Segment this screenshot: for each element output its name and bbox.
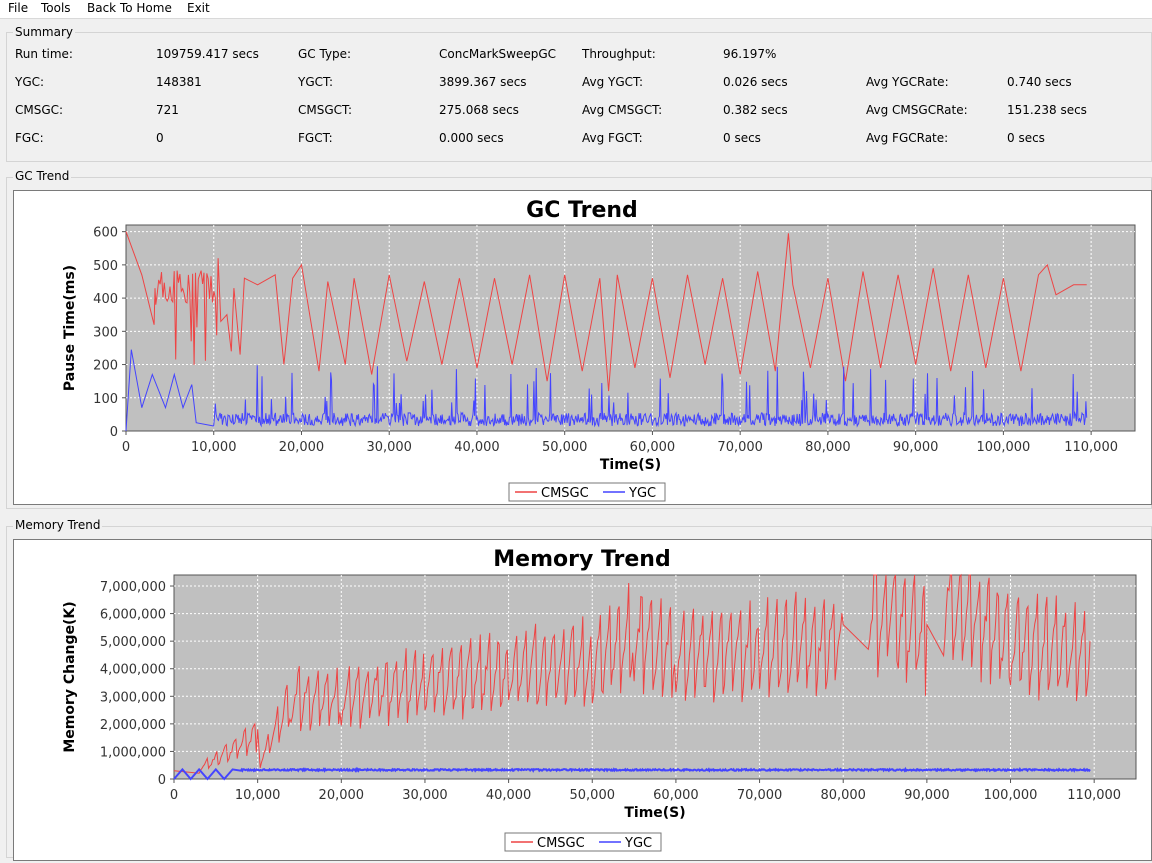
x-tick-label: 80,000 — [805, 440, 851, 455]
x-tick-label: 70,000 — [717, 440, 763, 455]
summary-value: 0.382 secs — [723, 103, 788, 117]
x-tick-label: 100,000 — [984, 788, 1038, 803]
y-tick-label: 200 — [93, 359, 118, 374]
y-axis-label: Pause Time(ms) — [62, 265, 78, 391]
summary-value: 109759.417 secs — [156, 47, 259, 61]
menu-exit[interactable]: Exit — [187, 1, 210, 15]
x-tick-label: 110,000 — [1064, 440, 1118, 455]
summary-value: 721 — [156, 103, 179, 117]
gc-trend-chart-panel: GC Trend 0 10,000 20,000 30,000 40,000 50,000 6… — [13, 190, 1152, 505]
x-tick-label: 100,000 — [977, 440, 1031, 455]
y-tick-label: 300 — [93, 325, 118, 340]
summary-value: 3899.367 secs — [439, 75, 527, 89]
x-tick-label: 0 — [170, 788, 178, 803]
summary-label: FGCT: — [298, 131, 333, 145]
summary-label: Avg YGCT: — [582, 75, 644, 89]
y-tick-label: 0 — [110, 425, 118, 440]
menu-back-to-home[interactable]: Back To Home — [87, 1, 172, 15]
summary-value: 96.197% — [723, 47, 777, 61]
y-tick-label: 1,000,000 — [100, 745, 166, 760]
summary-value: ConcMarkSweepGC — [439, 47, 557, 61]
menu-file[interactable]: File — [8, 1, 29, 15]
y-axis-label: Memory Change(K) — [62, 601, 78, 752]
summary-label: Avg FGCRate: — [866, 131, 949, 145]
x-tick-label: 50,000 — [570, 788, 616, 803]
series-line-cmsgc — [173, 573, 1091, 774]
legend: CMSGC YGC — [504, 832, 662, 852]
summary-label: Avg YGCRate: — [866, 75, 949, 89]
legend-label-cmsgc: CMSGC — [541, 486, 589, 501]
summary-label: YGC: — [15, 75, 45, 89]
x-tick-label: 40,000 — [454, 440, 500, 455]
x-tick-label: 70,000 — [737, 788, 783, 803]
y-tick-label: 5,000,000 — [100, 635, 166, 650]
y-tick-label: 3,000,000 — [100, 690, 166, 705]
summary-label: CMSGC: — [15, 103, 64, 117]
summary-value: 0 — [156, 131, 164, 145]
x-tick-label: 50,000 — [542, 440, 588, 455]
x-tick-label: 20,000 — [319, 788, 365, 803]
plot-area — [125, 224, 1136, 432]
chart-title: GC Trend — [526, 198, 638, 223]
y-tick-label: 7,000,000 — [100, 580, 166, 595]
chart-title: Memory Trend — [493, 547, 670, 572]
memory-trend-chart-panel: Memory Trend 0 10,000 20,000 30,000 40,000 50,… — [13, 539, 1152, 861]
series-line-ygc — [125, 349, 1088, 432]
summary-value: 0 secs — [723, 131, 761, 145]
x-tick-label: 40,000 — [486, 788, 532, 803]
x-axis-label: Time(S) — [624, 805, 685, 821]
summary-label: YGCT: — [298, 75, 334, 89]
y-tick-label: 500 — [93, 259, 118, 274]
gc-trend-chart: GC Trend 0 10,000 20,000 30,000 40,000 50,000 6… — [62, 198, 1136, 502]
y-tick-label: 400 — [93, 292, 118, 307]
memory-trend-chart: Memory Trend 0 10,000 20,000 30,000 40,000 50,… — [62, 547, 1137, 852]
x-tick-label: 60,000 — [630, 440, 676, 455]
legend-label-cmsgc: CMSGC — [537, 836, 585, 851]
x-tick-label: 30,000 — [402, 788, 448, 803]
summary-title: Summary — [13, 25, 75, 39]
series-line-ygc — [173, 766, 1091, 781]
x-tick-label: 90,000 — [893, 440, 939, 455]
x-tick-label: 20,000 — [279, 440, 325, 455]
legend: CMSGC YGC — [508, 482, 666, 502]
legend-box — [508, 482, 666, 502]
summary-label: Avg CMSGCRate: — [866, 103, 968, 117]
memory-trend-title: Memory Trend — [13, 518, 103, 532]
summary-value: 0.026 secs — [723, 75, 788, 89]
y-tick-label: 6,000,000 — [100, 608, 166, 623]
summary-label: Throughput: — [582, 47, 656, 61]
menu-bar: File Tools Back To Home Exit — [0, 0, 1152, 19]
gc-trend-title: GC Trend — [13, 169, 72, 183]
y-tick-label: 2,000,000 — [100, 718, 166, 733]
summary-value: 0.000 secs — [439, 131, 504, 145]
x-tick-label: 10,000 — [191, 440, 237, 455]
y-tick-label: 4,000,000 — [100, 663, 166, 678]
summary-label: CMSGCT: — [298, 103, 353, 117]
x-tick-label: 110,000 — [1067, 788, 1121, 803]
summary-label: Run time: — [15, 47, 73, 61]
y-tick-label: 600 — [93, 226, 118, 241]
legend-label-ygc: YGC — [624, 836, 652, 851]
summary-label: Avg FGCT: — [582, 131, 643, 145]
summary-value: 151.238 secs — [1007, 103, 1087, 117]
x-tick-label: 30,000 — [366, 440, 412, 455]
x-tick-label: 80,000 — [820, 788, 866, 803]
summary-value: 275.068 secs — [439, 103, 519, 117]
summary-label: GC Type: — [298, 47, 352, 61]
legend-label-ygc: YGC — [628, 486, 656, 501]
summary-value: 148381 — [156, 75, 202, 89]
x-tick-label: 90,000 — [904, 788, 950, 803]
y-tick-label: 0 — [158, 773, 166, 788]
y-tick-label: 100 — [93, 392, 118, 407]
x-tick-label: 60,000 — [653, 788, 699, 803]
summary-value: 0 secs — [1007, 131, 1045, 145]
x-tick-label: 10,000 — [235, 788, 281, 803]
x-tick-label: 0 — [122, 440, 130, 455]
menu-tools[interactable]: Tools — [41, 1, 71, 15]
summary-value: 0.740 secs — [1007, 75, 1072, 89]
summary-label: FGC: — [15, 131, 44, 145]
series-line-cmsgc — [125, 231, 1087, 392]
x-axis-label: Time(S) — [600, 457, 661, 473]
summary-label: Avg CMSGCT: — [582, 103, 663, 117]
